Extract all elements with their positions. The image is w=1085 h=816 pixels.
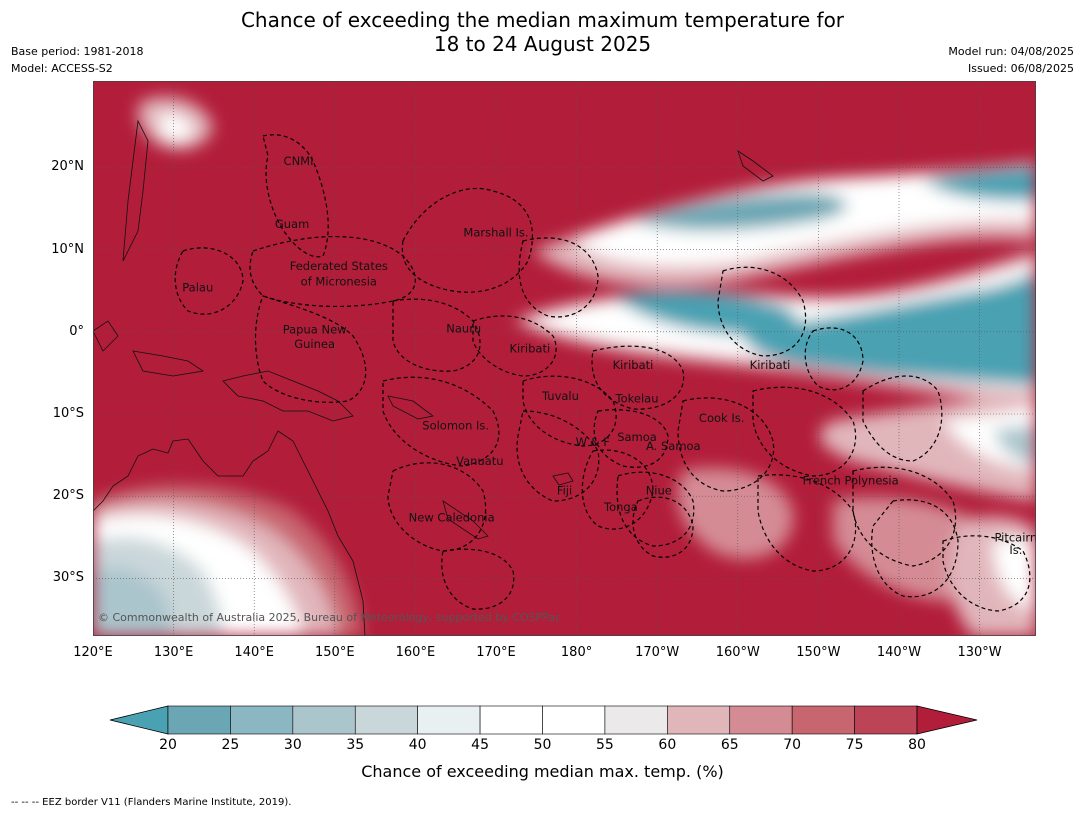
colorbar-tick-label: 60	[658, 737, 677, 753]
place-label: Tokelau	[615, 391, 659, 405]
colorbar-tick-label: 80	[908, 737, 926, 753]
longitude-tick-label: 170°E	[476, 645, 516, 660]
place-label: Papua New	[283, 322, 347, 336]
colorbar-bin	[791, 705, 855, 735]
place-label: Kiribati	[509, 341, 550, 355]
graticule	[93, 81, 1036, 636]
colorbar-tick-label: 65	[720, 737, 739, 753]
coastlines	[93, 119, 774, 636]
place-label: Vanuatu	[456, 454, 503, 468]
place-label: CNMI	[284, 154, 314, 168]
longitude-tick-label: 140°W	[876, 645, 922, 660]
colorbar-bin	[167, 705, 231, 735]
map-credit: © Commonwealth of Australia 2025, Bureau…	[98, 611, 561, 624]
colorbar-svg	[109, 705, 978, 735]
map-svg[interactable]: CNMI Guam Marshall Is. Federated States of M…	[93, 81, 1036, 636]
map-title-line1: Chance of exceeding the median maximum t…	[240, 8, 845, 32]
latitude-tick-label: 0°	[69, 323, 84, 339]
latitude-tick-label: 20°N	[51, 159, 84, 175]
place-label: Guinea	[294, 337, 335, 351]
place-label: Kiribati	[613, 358, 654, 372]
colorbar-tick-label: 55	[595, 737, 614, 753]
eez-borders	[174, 134, 1031, 612]
map-frame	[93, 81, 1036, 636]
place-label: W & F	[576, 435, 610, 449]
longitude-tick-label: 150°W	[796, 645, 841, 660]
colorbar-bin	[292, 705, 356, 735]
map-title: Chance of exceeding the median maximum t…	[0, 8, 1085, 56]
colorbar-over-arrow	[916, 705, 978, 735]
colorbar-bin	[230, 705, 294, 735]
longitude-tick-label: 160°E	[395, 645, 436, 660]
colorbar-tick-label: 20	[159, 737, 177, 753]
place-label: Kiribati	[750, 358, 791, 372]
colorbar-bin	[854, 705, 918, 735]
probability-field	[93, 97, 1036, 636]
place-label: Marshall Is.	[463, 225, 528, 239]
place-label: Niue	[646, 484, 672, 498]
longitude-tick-label: 170°W	[635, 645, 680, 660]
place-label: New Caledonia	[409, 511, 495, 525]
colorbar-bin	[542, 705, 606, 735]
colorbar-tick-label: 50	[533, 737, 552, 753]
place-label: Guam	[275, 217, 309, 231]
colorbar-tick-label: 30	[283, 737, 302, 753]
longitude-tick-label: 130°E	[153, 645, 194, 660]
model-name: Model: ACCESS-S2	[11, 62, 113, 75]
latitude-tick-label: 10°N	[51, 241, 84, 257]
place-label: Cook Is.	[699, 411, 744, 425]
meta-left: Base period: 1981-2018 Model: ACCESS-S2	[11, 43, 143, 77]
base-period: Base period: 1981-2018	[11, 45, 144, 58]
place-label: Palau	[182, 280, 213, 294]
latitude-tick-label: 10°S	[52, 406, 84, 421]
place-label: Samoa	[617, 430, 657, 444]
place-label: A. Samoa	[646, 439, 701, 453]
colorbar-tick-label: 45	[471, 737, 489, 753]
place-label: Solomon Is.	[422, 419, 489, 433]
place-labels: CNMI Guam Marshall Is. Federated States of M…	[182, 154, 1036, 557]
map-panel[interactable]: CNMI Guam Marshall Is. Federated States of M…	[93, 81, 1036, 636]
colorbar-bin	[667, 705, 731, 735]
latitude-tick-label: 20°S	[52, 488, 84, 504]
model-run: Model run: 04/08/2025	[948, 45, 1074, 58]
latitude-tick-label: 30°S	[52, 570, 84, 586]
place-label: Tuvalu	[541, 389, 579, 403]
colorbar-tick-label: 25	[221, 737, 240, 753]
colorbar-tick-label: 70	[783, 737, 802, 753]
place-label: Is.	[1009, 543, 1022, 557]
longitude-tick-label: 140°E	[234, 645, 274, 660]
colorbar-bin	[604, 705, 668, 735]
colorbar-bin	[479, 705, 543, 735]
colorbar-tick-label: 35	[346, 737, 365, 753]
place-label: Fiji	[557, 484, 572, 498]
longitude-tick-label: 180°	[560, 645, 593, 660]
place-label: Federated States	[290, 259, 388, 273]
colorbar-bin	[417, 705, 481, 735]
longitude-tick-label: 120°E	[73, 645, 113, 660]
issued-date: Issued: 06/08/2025	[967, 62, 1074, 75]
longitude-tick-label: 160°W	[715, 645, 760, 660]
footnote: -- -- -- EEZ border V11 (Flanders Marine…	[11, 797, 292, 808]
colorbar-tick-label: 40	[408, 737, 427, 753]
longitude-tick-label: 130°W	[957, 645, 1002, 660]
longitude-tick-label: 150°E	[315, 645, 355, 660]
place-label: French Polynesia	[803, 474, 899, 488]
colorbar-title: Chance of exceeding median max. temp. (%…	[361, 762, 724, 781]
map-title-line2: 18 to 24 August 2025	[433, 32, 652, 56]
place-label: Tonga	[603, 500, 638, 514]
place-label: of Micronesia	[301, 275, 377, 289]
meta-right: Model run: 04/08/2025 Issued: 06/08/2025	[948, 43, 1074, 77]
place-label: Pitcairn	[994, 530, 1036, 544]
colorbar-tick-label: 75	[845, 737, 864, 753]
colorbar-bin	[354, 705, 418, 735]
place-label: Nauru	[446, 322, 481, 336]
colorbar-under-arrow	[109, 705, 169, 735]
colorbar-bin	[729, 705, 793, 735]
